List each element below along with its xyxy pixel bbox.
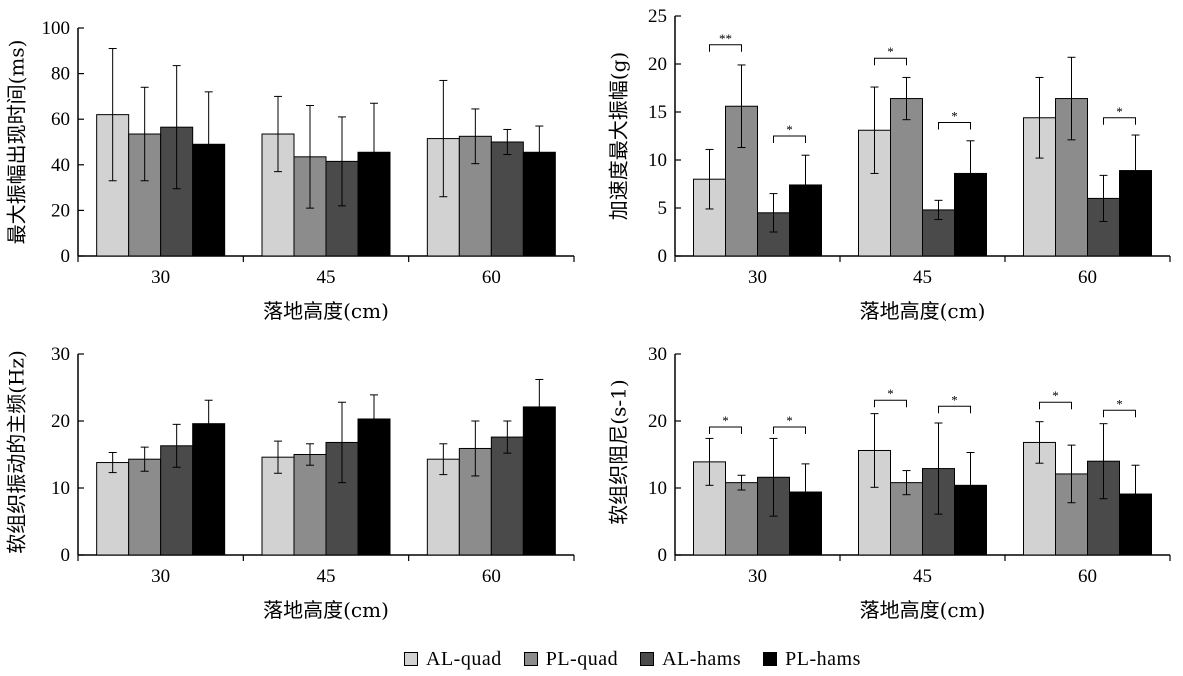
legend-swatch-al-hams [640,652,655,666]
x-axis-label: 落地高度(cm) [860,299,986,323]
x-axis-label: 落地高度(cm) [263,299,389,323]
legend-label: AL-hams [662,647,742,670]
y-tick-label: 15 [648,102,667,123]
y-tick-label: 100 [42,18,71,39]
bar [490,436,524,556]
y-tick-label: 20 [648,54,667,75]
bar [128,458,162,556]
significance-label: * [887,44,894,59]
x-tick-label: 30 [151,267,170,288]
x-tick-label: 45 [317,267,336,288]
legend-item-pl-hams: PL-hams [763,648,861,671]
x-tick-label: 60 [482,267,501,288]
bar [490,141,524,257]
y-tick-label: 30 [648,344,667,365]
y-tick-label: 20 [51,200,70,221]
legend: AL-quad PL-quad AL-hams PL-hams [404,646,861,672]
significance-bracket [1103,409,1136,418]
y-tick-label: 0 [61,246,71,267]
x-axis-label: 落地高度(cm) [263,598,389,622]
chart-dominant-frequency: 0 10 20 30 30 45 60 落地高度(cm) 软组织振动的主频(Hz) [5,344,575,622]
x-tick-label: 45 [913,267,932,288]
y-tick-label: 10 [648,150,667,171]
significance-bracket [874,57,907,66]
significance-bracket [709,44,742,52]
y-tick-label: 0 [658,545,668,566]
bar [357,418,391,556]
legend-label: AL-quad [426,647,502,670]
legend-item-pl-quad: PL-quad [523,647,619,671]
y-tick-label: 5 [658,198,668,219]
bar [890,98,923,257]
legend-swatch-pl-hams [763,652,778,666]
x-tick-label: 30 [151,566,170,587]
significance-bracket [938,405,971,414]
chart-damping: 0 10 20 30 30 45 60 * * * * * * 落地高度(cm) 软组织阻尼(s-1) [607,344,1171,622]
significance-label: * [1116,104,1123,119]
significance-bracket [1103,117,1136,125]
x-tick-label: 60 [1078,566,1097,587]
y-tick-label: 0 [658,246,668,267]
x-tick-label: 45 [317,566,336,587]
y-tick-label: 0 [61,545,71,566]
bar [293,454,327,556]
y-tick-label: 20 [648,411,667,432]
significance-label: ** [719,31,732,46]
y-tick-label: 25 [648,6,667,27]
significance-label: * [722,413,729,428]
chart-time-to-peak: 0 20 40 60 80 100 30 45 60 落地高度(cm) 最大振幅出现时间(ms) [5,18,575,323]
x-tick-label: 45 [913,566,932,587]
legend-label: PL-quad [545,647,619,670]
significance-bracket [709,426,742,435]
y-tick-label: 80 [51,64,70,85]
significance-bracket [773,135,806,143]
bar [725,482,758,556]
significance-label: * [951,392,958,407]
x-tick-label: 60 [1078,267,1097,288]
significance-label: * [887,386,894,401]
significance-label: * [786,413,793,428]
legend-item-al-quad: AL-quad [404,648,502,671]
y-tick-label: 30 [51,344,70,365]
y-axis-label: 加速度最大振幅(g) [607,52,631,220]
significance-bracket [773,426,806,435]
bar [96,462,130,556]
x-tick-label: 60 [482,566,501,587]
bar [426,458,460,556]
x-tick-label: 30 [748,267,767,288]
y-axis-label: 软组织振动的主频(Hz) [5,350,29,554]
y-axis-label: 最大振幅出现时间(ms) [5,40,29,245]
significance-label: * [786,122,793,137]
y-axis-label: 软组织阻尼(s-1) [607,379,631,524]
x-axis-label: 落地高度(cm) [860,598,986,622]
significance-bracket [1039,401,1072,410]
significance-label: * [1116,396,1123,411]
significance-bracket [938,122,971,130]
x-tick-label: 30 [748,566,767,587]
significance-label: * [951,109,958,124]
y-tick-label: 40 [51,155,70,176]
legend-swatch-pl-quad [523,652,538,666]
y-tick-label: 10 [51,478,70,499]
legend-item-al-hams: AL-hams [640,648,741,671]
y-tick-label: 20 [51,411,70,432]
bar [1119,170,1152,257]
legend-swatch-al-quad [404,652,418,666]
significance-label: * [1052,388,1059,403]
significance-bracket [874,399,907,408]
y-tick-label: 60 [51,109,70,130]
y-tick-label: 10 [648,478,667,499]
legend-label: PL-hams [785,647,861,670]
